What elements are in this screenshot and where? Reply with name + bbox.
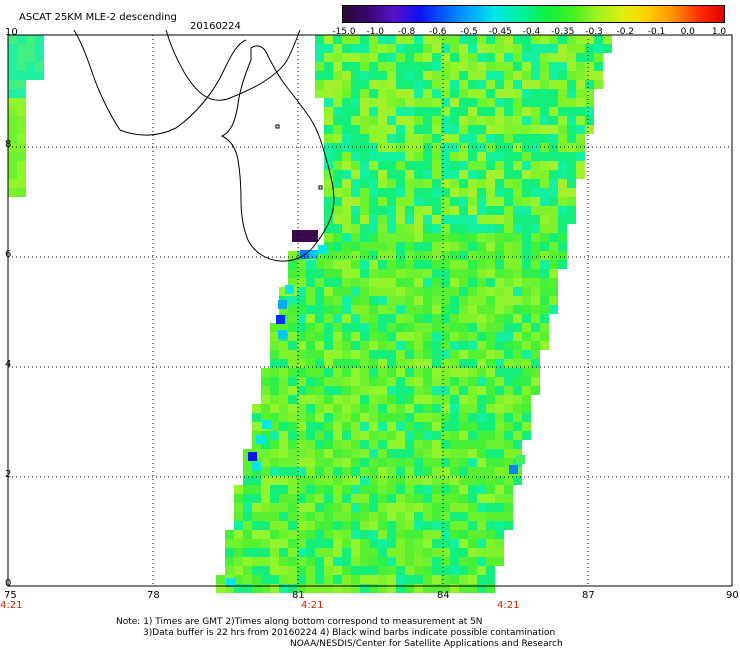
y-tick-label: 0 bbox=[5, 578, 12, 589]
island-1 bbox=[275, 124, 280, 129]
time-label-2: 4:21 bbox=[301, 600, 324, 611]
colorbar-tick-label: -0.35 bbox=[551, 27, 575, 37]
note-line-2: 3)Data buffer is 22 hrs from 20160224 4)… bbox=[143, 628, 556, 638]
x-tick-label: 87 bbox=[582, 590, 595, 601]
sri-lanka-coastline bbox=[220, 45, 335, 262]
palk-strait-coastline bbox=[119, 39, 247, 136]
x-tick-label: 81 bbox=[292, 590, 305, 601]
time-label-1: 4:21 bbox=[0, 600, 23, 611]
x-tick-label: 78 bbox=[147, 590, 160, 601]
map-title: ASCAT 25KM MLE-2 descending bbox=[19, 12, 177, 23]
y-tick-label: 4 bbox=[5, 359, 12, 370]
x-tick-label: 75 bbox=[4, 590, 17, 601]
colorbar-tick-label: -0.8 bbox=[397, 27, 416, 37]
india-coastline bbox=[165, 29, 301, 101]
x-tick-label: 84 bbox=[437, 590, 450, 601]
y-tick-label: 10 bbox=[5, 27, 18, 38]
colorbar-gradient bbox=[343, 6, 724, 22]
cape-comorin-coastline bbox=[73, 29, 121, 131]
contamination-patch bbox=[292, 230, 318, 242]
time-label-3: 4:21 bbox=[497, 600, 520, 611]
map-date: 20160224 bbox=[190, 21, 241, 32]
lat-lon-grid bbox=[8, 35, 732, 586]
colorbar-tick-label: -0.6 bbox=[428, 27, 447, 37]
data-swath bbox=[8, 35, 612, 593]
note-line-3: NOAA/NESDIS/Center for Satellite Applica… bbox=[290, 639, 563, 649]
colorbar-tick-label: -0.1 bbox=[647, 27, 666, 37]
colorbar-tick-label: -0.5 bbox=[460, 27, 478, 37]
colorbar-tick-label: -1.0 bbox=[366, 27, 385, 37]
colorbar-tick-label: 0.0 bbox=[680, 27, 695, 37]
note-line-1: Note: 1) Times are GMT 2)Times along bot… bbox=[116, 617, 483, 627]
colorbar-tick-label: -0.2 bbox=[616, 27, 635, 37]
x-tick-label: 90 bbox=[726, 590, 739, 601]
island-2 bbox=[318, 185, 323, 190]
colorbar-tick-label: -15.0 bbox=[332, 27, 356, 37]
colorbar-tick-label: 1.0 bbox=[711, 27, 727, 37]
colorbar-tick-label: -0.3 bbox=[585, 27, 603, 37]
map-frame bbox=[7, 34, 733, 587]
y-tick-label: 8 bbox=[5, 139, 12, 150]
colorbar-tick-label: -0.45 bbox=[488, 27, 512, 37]
contamination-cell bbox=[292, 230, 318, 242]
y-tick-label: 2 bbox=[5, 469, 12, 480]
colorbar bbox=[342, 5, 725, 23]
y-tick-label: 6 bbox=[5, 249, 12, 260]
colorbar-tick-label: -0.4 bbox=[522, 27, 541, 37]
